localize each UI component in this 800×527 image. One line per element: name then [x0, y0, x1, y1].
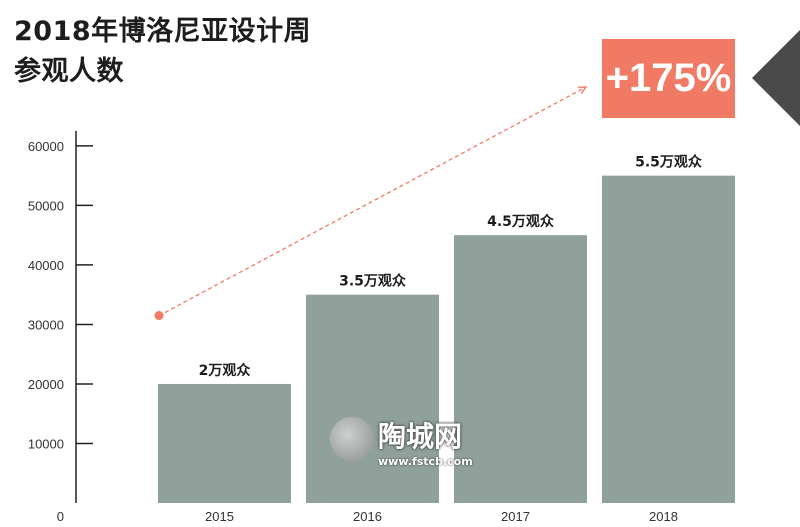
watermark: 陶城网 www.fstcb.com — [330, 415, 480, 473]
data-label-2015: 2万观众 — [199, 362, 251, 379]
growth-badge: +175% — [602, 39, 735, 118]
watermark-url: www.fstcb.com — [378, 455, 473, 468]
bar-2016 — [306, 294, 439, 503]
bar-2015 — [158, 383, 291, 503]
data-label-2016: 3.5万观众 — [339, 273, 406, 290]
x-tick-label-2015: 2015 — [205, 509, 234, 524]
data-label-2017: 4.5万观众 — [487, 213, 554, 230]
y-tick-label: 10000 — [28, 436, 64, 451]
x-tick-label-2017: 2017 — [501, 509, 530, 524]
x-tick-label-2018: 2018 — [649, 509, 678, 524]
y-tick-label: 40000 — [28, 258, 64, 273]
y-tick-label: 30000 — [28, 317, 64, 332]
bar-2017 — [454, 235, 587, 503]
bar-2018 — [602, 175, 735, 503]
annotation-dashed-line — [164, 86, 587, 314]
y-tick-label: 20000 — [28, 377, 64, 392]
data-label-2018: 5.5万观众 — [635, 154, 702, 171]
chart-title: 2018年博洛尼亚设计周 参观人数 — [14, 12, 311, 92]
y-tick-label: 50000 — [28, 198, 64, 213]
annotation-start-dot — [154, 311, 164, 321]
annotation-arrowhead — [577, 86, 588, 94]
corner-triangle-decoration — [752, 30, 800, 126]
title-line-2: 参观人数 — [14, 56, 124, 87]
title-line-1: 2018年博洛尼亚设计周 — [14, 16, 312, 47]
y-tick-label: 60000 — [28, 139, 64, 154]
x-tick-label-2016: 2016 — [353, 509, 382, 524]
watermark-text: 陶城网 — [378, 420, 463, 453]
watermark-logo-icon — [330, 417, 374, 461]
y-tick-label: 0 — [57, 509, 64, 524]
